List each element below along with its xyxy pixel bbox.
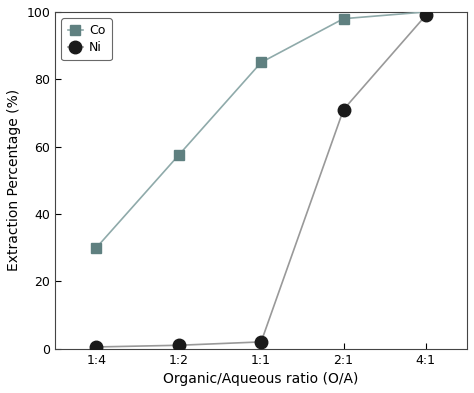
Co	[93, 245, 99, 250]
Co	[176, 153, 182, 158]
Ni	[93, 345, 99, 349]
Co	[341, 17, 346, 21]
Ni	[423, 13, 428, 18]
Ni	[258, 340, 264, 344]
Co	[423, 9, 428, 14]
Legend: Co, Ni: Co, Ni	[62, 18, 111, 61]
X-axis label: Organic/Aqueous ratio (O/A): Organic/Aqueous ratio (O/A)	[164, 372, 359, 386]
Y-axis label: Extraction Percentage (%): Extraction Percentage (%)	[7, 89, 21, 271]
Line: Co: Co	[91, 7, 431, 252]
Line: Ni: Ni	[90, 9, 432, 353]
Ni	[176, 343, 182, 348]
Ni	[341, 107, 346, 112]
Co	[258, 60, 264, 65]
